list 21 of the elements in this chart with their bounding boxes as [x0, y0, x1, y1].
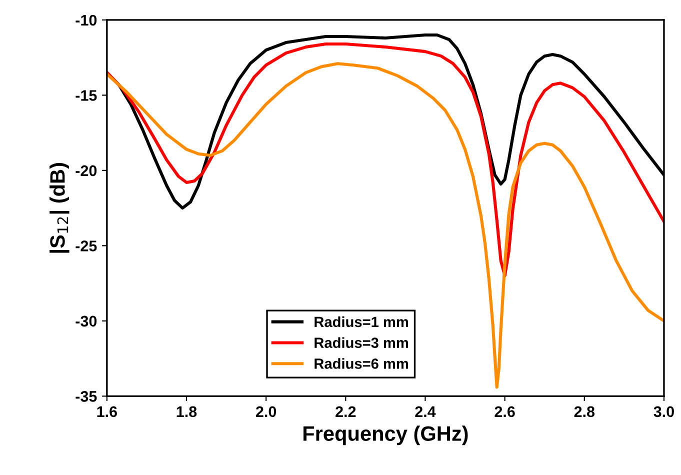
line-series	[106, 42, 664, 278]
legend-label: Radius=6 mm	[314, 358, 408, 369]
legend-label: Radius=3 mm	[314, 337, 408, 348]
x-tick-label: 2.2	[336, 406, 356, 417]
y-tick-label: -20	[76, 165, 97, 176]
line-series	[106, 62, 664, 389]
x-tick-label: 1.8	[176, 406, 197, 418]
x-tick-label: 1.6	[97, 406, 117, 418]
y-tick-label: -30	[76, 316, 97, 327]
x-tick-label: 2.6	[494, 406, 515, 418]
y-tick-label: -25	[76, 240, 97, 252]
x-tick-label: 2.0	[256, 406, 276, 418]
y-axis-title: |S$_{12}$| (dB)	[50, 163, 70, 253]
legend-label: Radius=1 mm	[314, 316, 408, 328]
x-axis-title: Frequency (GHz)	[304, 426, 468, 446]
x-tick-label: 3.0	[654, 406, 674, 418]
y-tick-label: -15	[76, 90, 97, 101]
x-tick-label: 2.8	[574, 406, 595, 418]
y-tick-label: -35	[76, 391, 97, 402]
x-tick-label: 2.4	[415, 406, 436, 417]
y-tick-label: -10	[76, 14, 97, 26]
